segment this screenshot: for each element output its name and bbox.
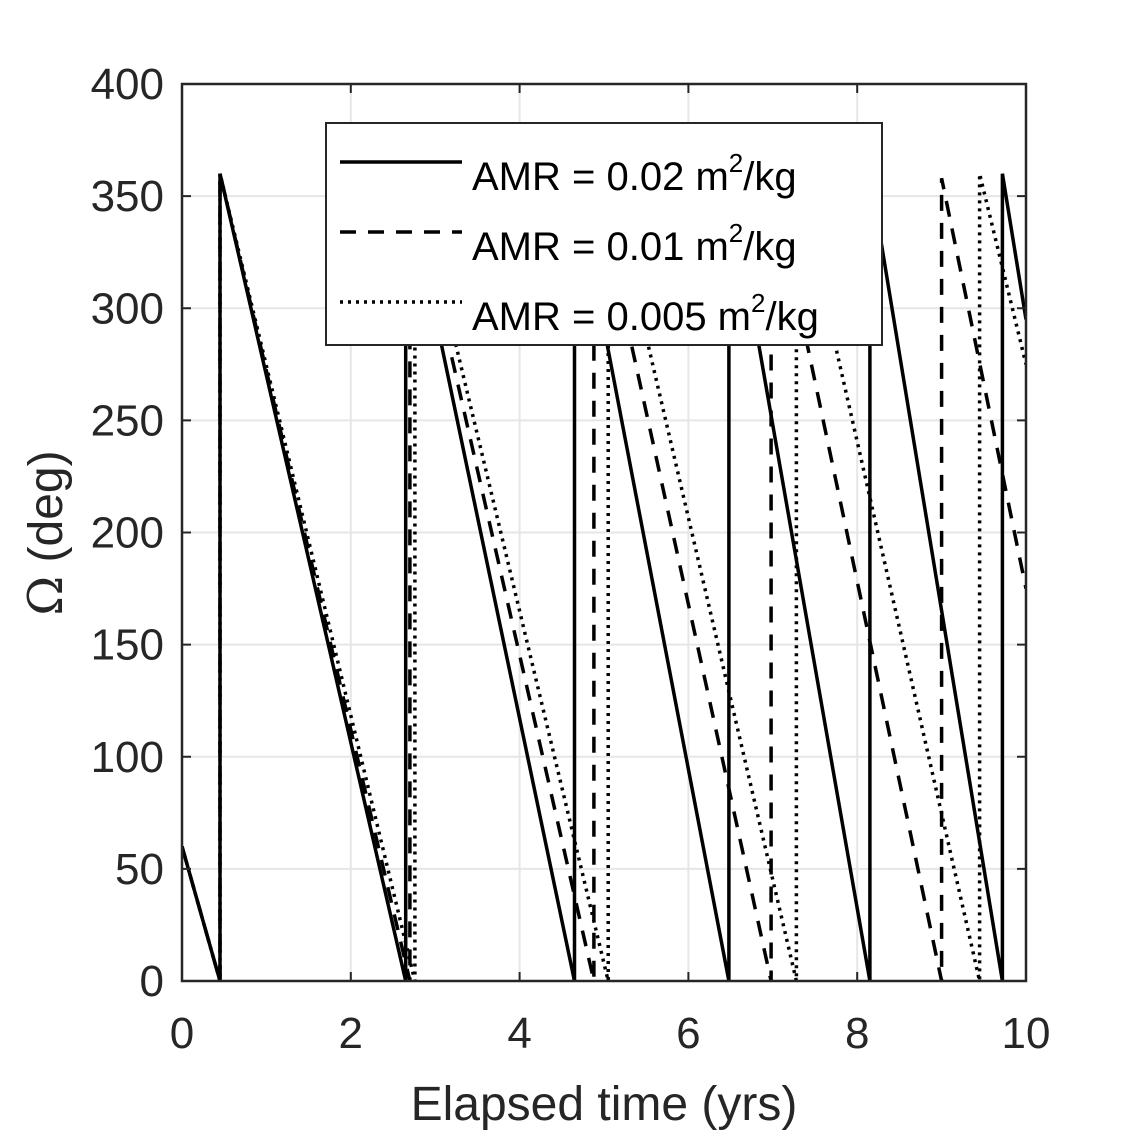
x-tick-label: 10 [1002, 1009, 1051, 1058]
legend-label-text: AMR = 0.01 m [472, 225, 729, 269]
x-tick-label: 4 [507, 1009, 531, 1058]
legend-label-3: AMR = 0.005 m2/kg [472, 288, 819, 339]
series-layer [182, 173, 1026, 982]
legend-label-unit: /kg [743, 155, 796, 199]
y-tick-label: 100 [91, 733, 164, 782]
legend-label-superscript: 2 [729, 148, 743, 178]
legend-label-unit: /kg [765, 295, 818, 339]
y-tick-label: 0 [140, 957, 164, 1006]
series-line-3 [182, 173, 1026, 982]
legend-label-2: AMR = 0.01 m2/kg [472, 218, 797, 269]
legend-label-superscript: 2 [751, 288, 765, 318]
y-tick-label: 400 [91, 60, 164, 109]
x-tick-label: 0 [170, 1009, 194, 1058]
y-tick-label: 350 [91, 172, 164, 221]
y-tick-label: 200 [91, 509, 164, 558]
y-tick-label: 50 [115, 845, 164, 894]
legend-label-superscript: 2 [729, 218, 743, 248]
legend-label-1: AMR = 0.02 m2/kg [472, 148, 797, 199]
series-line-2 [182, 173, 1026, 982]
x-tick-label: 6 [676, 1009, 700, 1058]
y-tick-label: 300 [91, 284, 164, 333]
y-axis-symbol: Ω [18, 576, 74, 616]
y-tick-label: 250 [91, 396, 164, 445]
legend-label-unit: /kg [743, 225, 796, 269]
legend-label-text: AMR = 0.005 m [472, 295, 751, 339]
series-line-1 [182, 173, 1026, 982]
ticks [181, 83, 1027, 982]
legend-box [325, 122, 883, 346]
y-tick-label: 150 [91, 621, 164, 670]
x-tick-label: 2 [339, 1009, 363, 1058]
x-tick-label: 8 [845, 1009, 869, 1058]
x-axis-title: Elapsed time (yrs) [411, 1078, 798, 1131]
y-axis-title: Ω (deg) [18, 450, 74, 615]
legend-label-text: AMR = 0.02 m [472, 155, 729, 199]
y-axis-unit: (deg) [20, 450, 73, 562]
